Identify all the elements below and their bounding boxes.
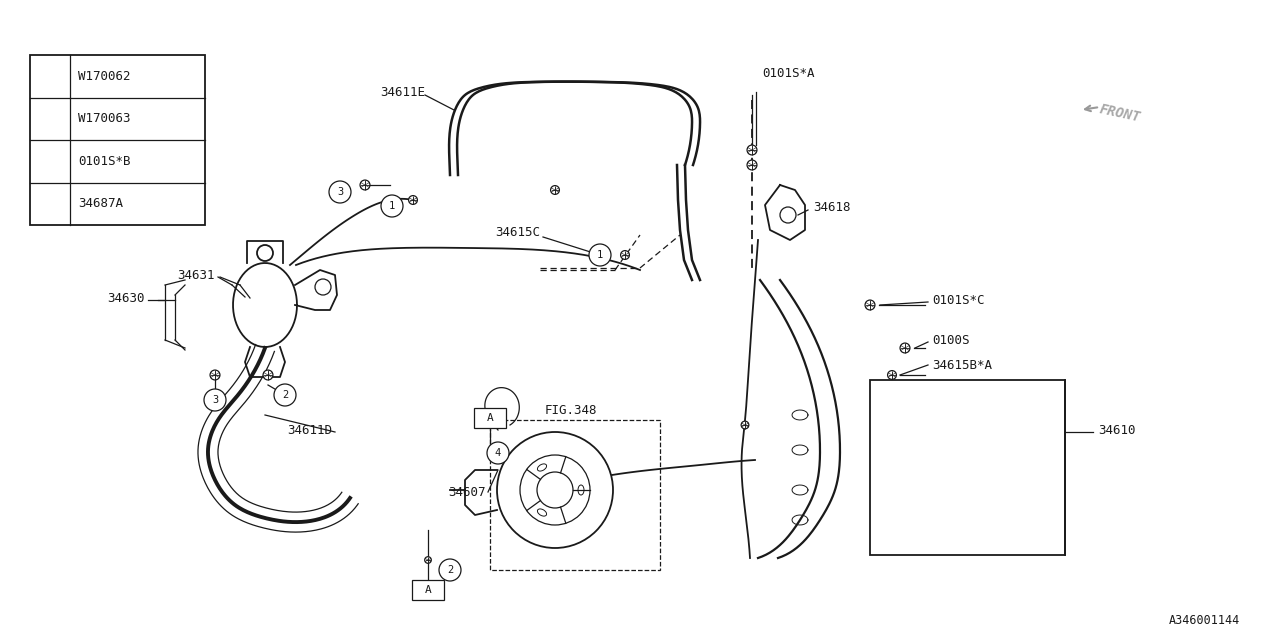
- Bar: [412, 580, 444, 600]
- Text: 2: 2: [447, 565, 453, 575]
- Circle shape: [274, 384, 296, 406]
- Circle shape: [497, 432, 613, 548]
- Circle shape: [425, 557, 431, 563]
- Text: A: A: [486, 413, 493, 423]
- Circle shape: [329, 181, 351, 203]
- Text: 3: 3: [337, 187, 343, 197]
- Circle shape: [381, 195, 403, 217]
- Circle shape: [210, 370, 220, 380]
- Text: 0101S*B: 0101S*B: [78, 155, 131, 168]
- Text: 34618: 34618: [813, 200, 850, 214]
- Text: 3: 3: [212, 395, 218, 405]
- Circle shape: [748, 145, 756, 155]
- Text: W170062: W170062: [78, 70, 131, 83]
- Circle shape: [439, 559, 461, 581]
- Text: 34630: 34630: [108, 291, 145, 305]
- Text: 34687A: 34687A: [78, 197, 123, 211]
- Circle shape: [486, 442, 509, 464]
- Circle shape: [204, 389, 227, 411]
- Text: 34631: 34631: [178, 269, 215, 282]
- Text: 2: 2: [282, 390, 288, 400]
- Circle shape: [589, 244, 611, 266]
- Text: 1: 1: [389, 201, 396, 211]
- Circle shape: [40, 151, 60, 172]
- Circle shape: [408, 196, 417, 204]
- Text: A346001144: A346001144: [1169, 614, 1240, 627]
- Circle shape: [360, 180, 370, 190]
- Text: 34615C: 34615C: [495, 225, 540, 239]
- Text: A: A: [425, 585, 431, 595]
- Text: 34611E: 34611E: [380, 86, 425, 99]
- Text: FRONT: FRONT: [1098, 102, 1142, 124]
- Circle shape: [550, 186, 559, 195]
- Circle shape: [741, 421, 749, 429]
- Bar: [870, 380, 1065, 555]
- Circle shape: [887, 371, 896, 380]
- Circle shape: [900, 343, 910, 353]
- Text: W170063: W170063: [78, 112, 131, 125]
- Circle shape: [40, 109, 60, 129]
- Text: 34607: 34607: [448, 486, 486, 499]
- Text: 0101S*C: 0101S*C: [932, 294, 984, 307]
- Bar: [474, 408, 506, 428]
- Circle shape: [264, 370, 273, 380]
- Circle shape: [40, 67, 60, 86]
- Circle shape: [40, 194, 60, 214]
- Text: 34610: 34610: [1098, 424, 1135, 436]
- Text: 0101S*A: 0101S*A: [762, 67, 814, 79]
- Bar: [29, 55, 205, 225]
- Text: 1: 1: [46, 71, 54, 81]
- Circle shape: [865, 300, 876, 310]
- Text: 34615B*A: 34615B*A: [932, 358, 992, 371]
- Bar: [490, 420, 660, 570]
- Text: 0100S: 0100S: [932, 333, 969, 346]
- Text: 1: 1: [596, 250, 603, 260]
- Text: FIG.348: FIG.348: [545, 403, 598, 417]
- Text: 3: 3: [46, 156, 54, 166]
- Text: 4: 4: [46, 199, 54, 209]
- Text: 4: 4: [495, 448, 502, 458]
- Text: 34611D: 34611D: [287, 424, 332, 436]
- Text: 2: 2: [46, 114, 54, 124]
- Circle shape: [748, 160, 756, 170]
- Circle shape: [621, 251, 630, 259]
